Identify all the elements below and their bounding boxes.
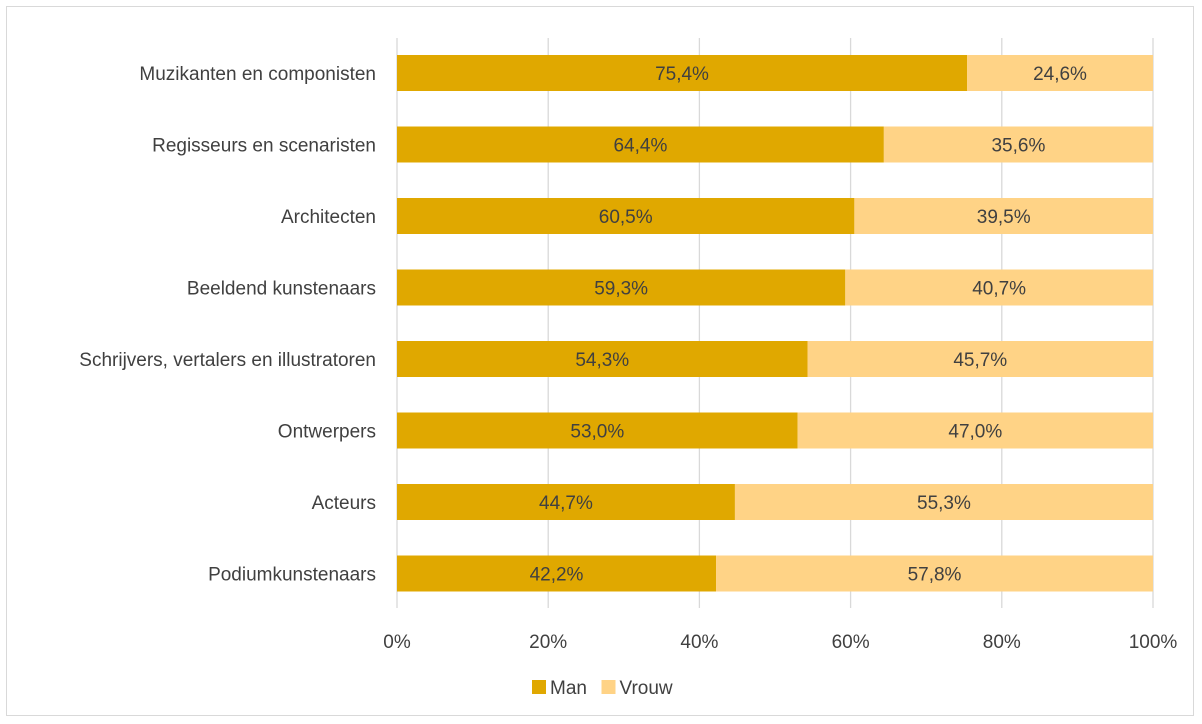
category-labels: Muzikanten en componisten Regisseurs en s…	[79, 64, 376, 586]
x-axis-ticks: 0% 20% 40% 60% 80% 100%	[383, 632, 1177, 653]
bar-vrouw	[967, 55, 1153, 91]
data-label: 35,6%	[991, 136, 1045, 157]
data-label: 59,3%	[594, 279, 648, 300]
data-label: 55,3%	[917, 493, 971, 514]
bar-vrouw	[797, 412, 1153, 449]
bar-man	[397, 55, 968, 91]
data-label: 42,2%	[530, 565, 584, 586]
data-label: 57,8%	[908, 565, 962, 586]
bar-vrouw	[883, 126, 1153, 163]
category-label: Podiumkunstenaars	[208, 565, 376, 586]
bar-man	[397, 341, 808, 377]
category-label: Regisseurs en scenaristen	[152, 136, 376, 157]
x-tick-label: 40%	[680, 632, 718, 653]
legend: Man Vrouw	[532, 678, 673, 699]
x-tick-label: 20%	[529, 632, 567, 653]
bar-man	[397, 269, 846, 306]
data-label: 40,7%	[972, 279, 1026, 300]
bar-vrouw	[716, 555, 1153, 592]
gridlines	[396, 38, 1154, 608]
data-label: 44,7%	[539, 493, 593, 514]
bars	[397, 55, 1153, 592]
category-label: Muzikanten en componisten	[139, 64, 376, 85]
data-label: 53,0%	[570, 422, 624, 443]
category-label: Beeldend kunstenaars	[187, 279, 376, 300]
bar-man	[397, 412, 798, 449]
bar-vrouw	[845, 269, 1153, 306]
data-label: 54,3%	[575, 350, 629, 371]
data-label: 60,5%	[599, 207, 653, 228]
bar-vrouw	[807, 341, 1153, 377]
data-label: 47,0%	[948, 422, 1002, 443]
data-label: 45,7%	[953, 350, 1007, 371]
category-label: Ontwerpers	[278, 422, 376, 443]
legend-label-man: Man	[550, 678, 587, 699]
category-label: Acteurs	[312, 493, 376, 514]
legend-swatch-vrouw	[601, 680, 616, 694]
data-label: 24,6%	[1033, 64, 1087, 85]
bar-vrouw	[854, 198, 1153, 234]
x-tick-label: 0%	[383, 632, 411, 653]
category-label: Architecten	[281, 207, 376, 228]
bar-man	[397, 126, 884, 163]
bar-man	[397, 484, 735, 520]
legend-label-vrouw: Vrouw	[620, 678, 673, 699]
bar-vrouw	[734, 484, 1153, 520]
bar-man	[397, 555, 717, 592]
x-tick-label: 60%	[832, 632, 870, 653]
data-label: 39,5%	[977, 207, 1031, 228]
x-tick-label: 100%	[1129, 632, 1178, 653]
x-tick-label: 80%	[983, 632, 1021, 653]
legend-swatch-man	[532, 680, 546, 694]
category-label: Schrijvers, vertalers en illustratoren	[79, 350, 376, 371]
data-labels: 75,4% 24,6% 64,4% 35,6% 60,5% 39,5% 59,3% 40,7%…	[530, 64, 1087, 586]
data-label: 64,4%	[613, 136, 667, 157]
data-label: 75,4%	[655, 64, 709, 85]
bar-man	[397, 198, 855, 234]
